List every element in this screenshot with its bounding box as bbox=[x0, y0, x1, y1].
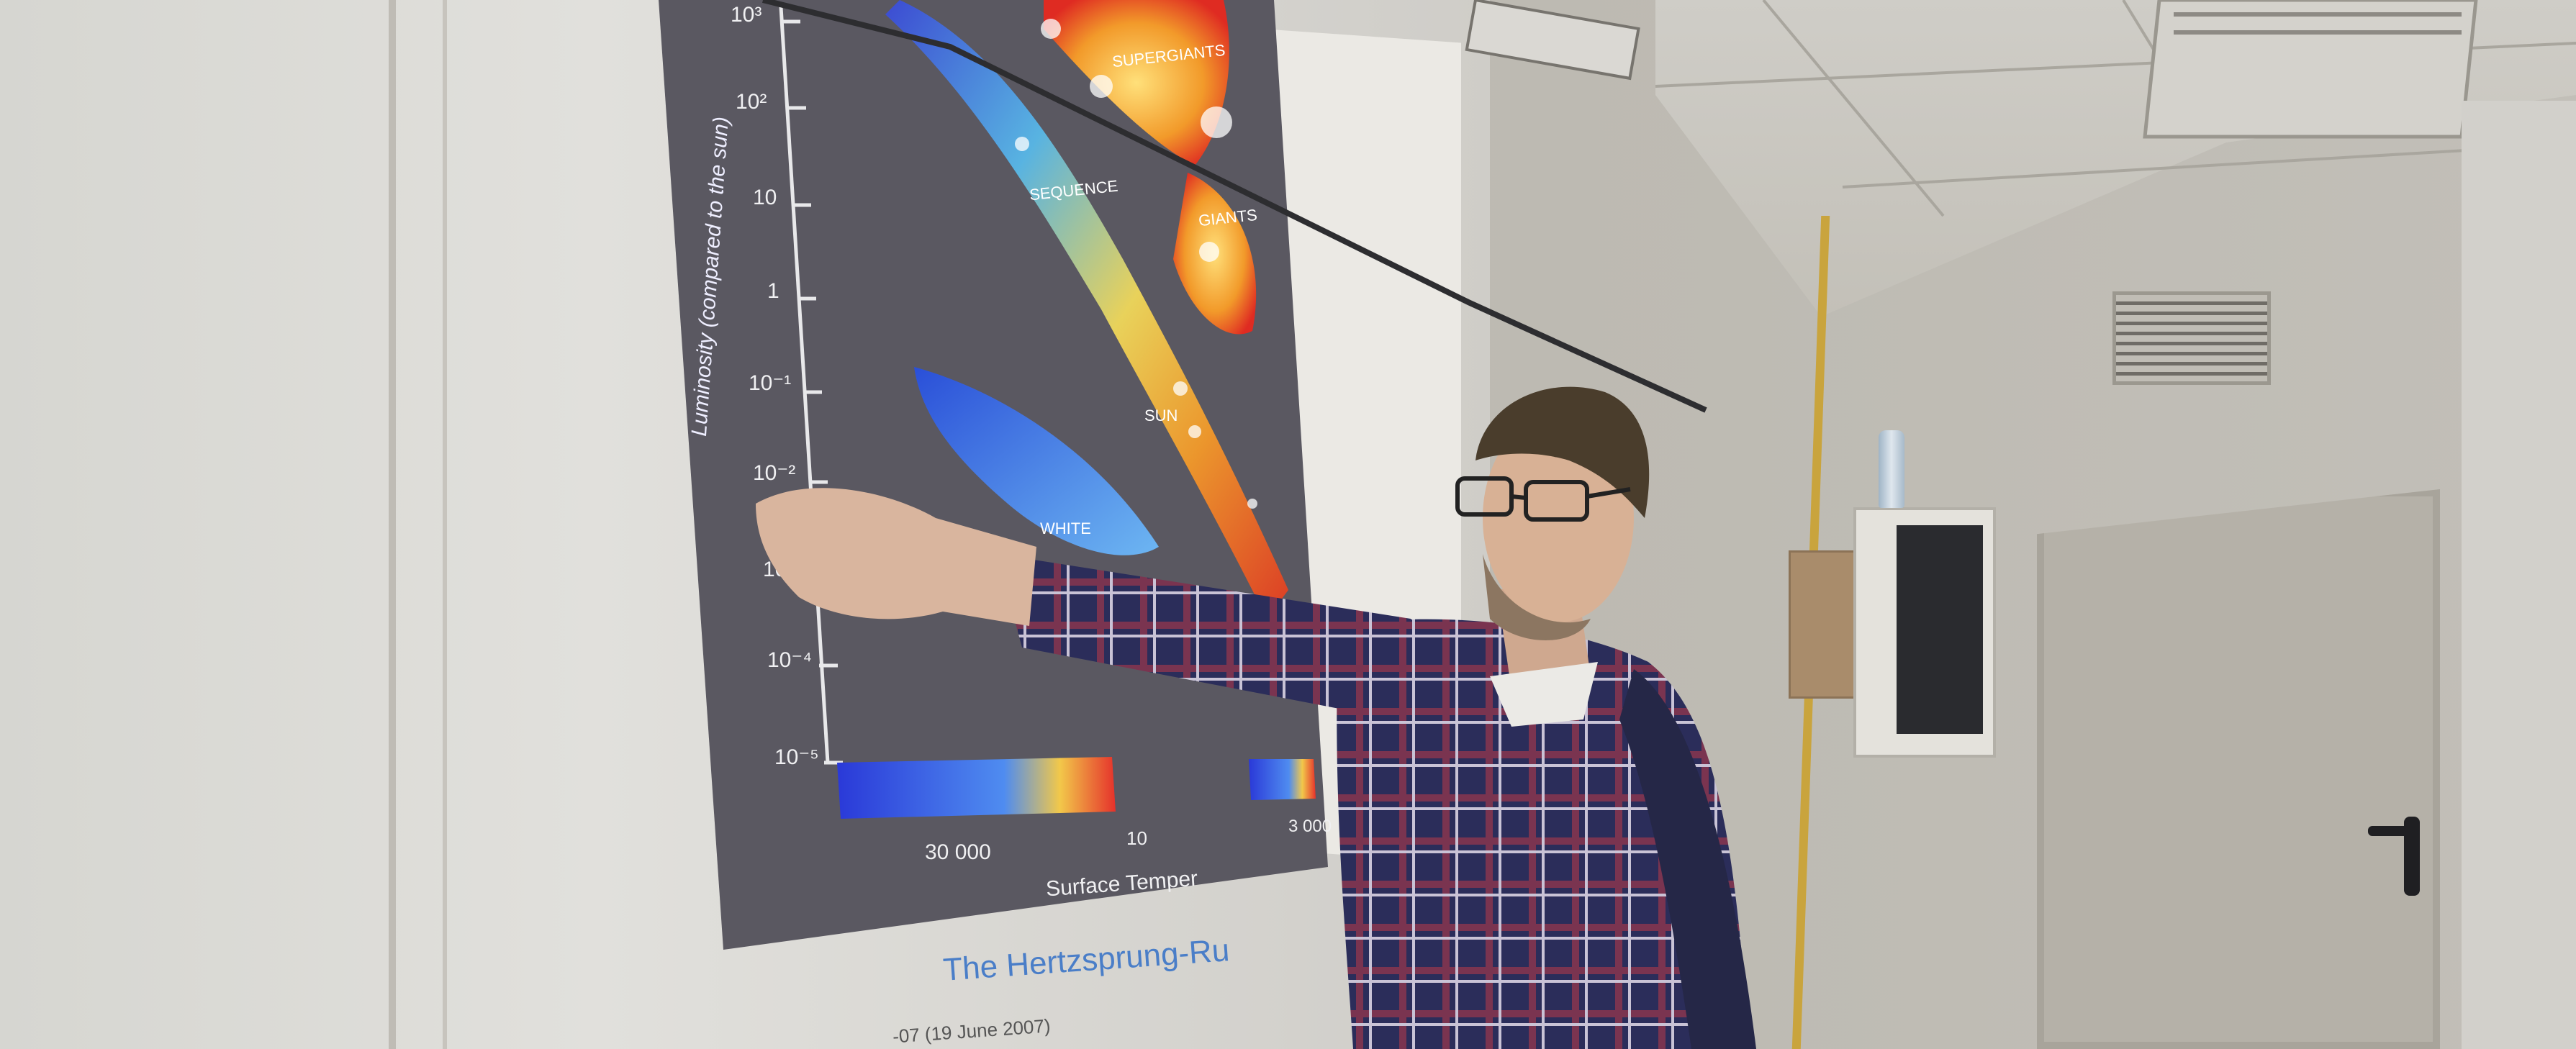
cabinet-window bbox=[1897, 525, 1983, 734]
region-white: WHITE bbox=[1040, 519, 1091, 537]
cork-board bbox=[1789, 550, 1858, 699]
y-tick-4: 1 bbox=[767, 279, 779, 303]
door bbox=[2037, 489, 2440, 1049]
whiteboard-frame-left bbox=[389, 0, 396, 1049]
x-tick-30000: 30 000 bbox=[925, 840, 991, 864]
right-wall bbox=[2462, 101, 2576, 1049]
y-tick-2: 10² bbox=[736, 90, 767, 114]
whiteboard-frame-left2 bbox=[443, 0, 447, 1049]
y-tick-8: 10⁻⁴ bbox=[767, 648, 813, 672]
x-tick-10: 10 bbox=[1126, 827, 1147, 849]
x-tick-3000: 3 000 bbox=[1288, 817, 1332, 836]
y-tick-1: 10³ bbox=[731, 3, 762, 27]
y-tick-3: 10 bbox=[753, 186, 777, 209]
water-bottle bbox=[1879, 430, 1904, 508]
wall-vent bbox=[2112, 291, 2271, 385]
y-tick-9: 10⁻⁵ bbox=[774, 745, 819, 769]
y-tick-5: 10⁻¹ bbox=[749, 371, 792, 395]
region-sun: SUN bbox=[1144, 407, 1178, 424]
door-lock bbox=[2404, 817, 2420, 896]
y-tick-6: 10⁻² bbox=[753, 461, 796, 485]
